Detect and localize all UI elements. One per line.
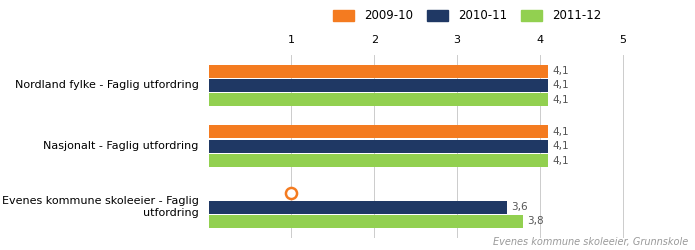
Text: 4,1: 4,1 xyxy=(553,80,569,90)
Text: 4,1: 4,1 xyxy=(553,156,569,166)
Text: 3,8: 3,8 xyxy=(528,216,544,226)
Text: 4,1: 4,1 xyxy=(553,95,569,105)
Bar xyxy=(208,215,523,228)
Text: Evenes kommune skoleeier, Grunnskole: Evenes kommune skoleeier, Grunnskole xyxy=(493,238,688,248)
Text: 4,1: 4,1 xyxy=(553,66,569,76)
Bar xyxy=(208,154,548,167)
Bar xyxy=(208,201,507,213)
Bar xyxy=(208,93,548,106)
Text: 4,1: 4,1 xyxy=(553,127,569,137)
Bar xyxy=(208,126,548,138)
Legend: 2009-10, 2010-11, 2011-12: 2009-10, 2010-11, 2011-12 xyxy=(329,5,605,27)
Bar xyxy=(208,65,548,78)
Bar xyxy=(208,79,548,92)
Bar xyxy=(208,140,548,153)
Text: 4,1: 4,1 xyxy=(553,141,569,151)
Text: 3,6: 3,6 xyxy=(511,202,528,212)
